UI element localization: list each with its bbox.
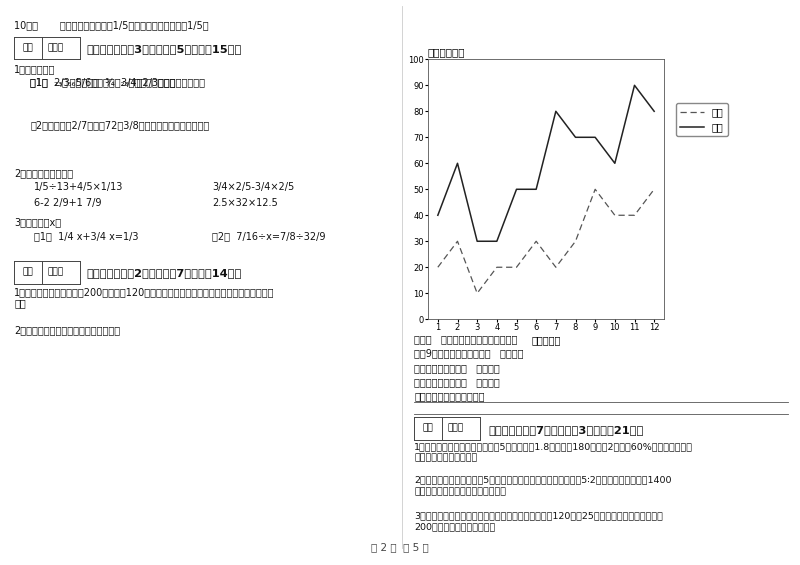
Text: ⑷．平均每月支出（   ）万元。: ⑷．平均每月支出（ ）万元。 — [414, 377, 500, 387]
Text: （1）  2/3与5/6的和除以  3/4与2/3的和，商是多少？: （1） 2/3与5/6的和除以 3/4与2/3的和，商是多少？ — [30, 77, 206, 87]
Text: 3．小太阳服装厂生产一批儿童服装，计划每小时生产120套，25小时完成，实际每小时生产: 3．小太阳服装厂生产一批儿童服装，计划每小时生产120套，25小时完成，实际每小… — [414, 511, 663, 520]
Text: （2）一个数的2/7等于是72的3/8，求这个数。（用方程解）: （2）一个数的2/7等于是72的3/8，求这个数。（用方程解） — [30, 120, 210, 130]
Text: 得分: 得分 — [22, 267, 33, 276]
Text: （2）  7/16÷x=7/8÷32/9: （2） 7/16÷x=7/8÷32/9 — [212, 232, 326, 242]
Text: 6-2 2/9+1 7/9: 6-2 2/9+1 7/9 — [34, 198, 101, 208]
Text: （1）  ₂₃与₅₆的和除以  ¾与₂₃的和，商是多少？: （1） ₂₃与₅₆的和除以 ¾与₂₃的和，商是多少？ — [30, 77, 176, 87]
Text: 六、应用题（共7小题，每题3分，共计21分）: 六、应用题（共7小题，每题3分，共计21分） — [488, 425, 643, 435]
Text: 1/5÷13+4/5×1/13: 1/5÷13+4/5×1/13 — [34, 182, 123, 192]
Text: 全额（万元）: 全额（万元） — [428, 47, 466, 57]
Text: ⑸．你还获得了哪些信息？: ⑸．你还获得了哪些信息？ — [414, 391, 485, 401]
Text: 2．一家汽车销售公司今年5月份销售小轿车和小货车数量的比是5∶2，这两种车共销售了1400: 2．一家汽车销售公司今年5月份销售小轿车和小货车数量的比是5∶2，这两种车共销售… — [414, 476, 672, 485]
Text: ⑶．全年实际收入（   ）万元。: ⑶．全年实际收入（ ）万元。 — [414, 363, 500, 373]
Text: 2．请根据下面的统计图回答下列问题。: 2．请根据下面的统计图回答下列问题。 — [14, 325, 121, 335]
Text: ⑵．9月份收入和支出相差（   ）万元。: ⑵．9月份收入和支出相差（ ）万元。 — [414, 349, 524, 359]
Text: 1．列式计算．: 1．列式计算． — [14, 64, 56, 75]
Text: 评卷人: 评卷人 — [447, 423, 463, 432]
Text: 四、计算题（共3小题，每题5分，共计15分）: 四、计算题（共3小题，每题5分，共计15分） — [86, 44, 242, 54]
Text: 得分: 得分 — [22, 43, 33, 52]
Text: 1．一个长方形运动场长为200米，宽为120米，请用的比例尺画出它的平面图和它的所有对称: 1．一个长方形运动场长为200米，宽为120米，请用的比例尺画出它的平面图和它的… — [14, 287, 275, 297]
Text: 3．求未知数x．: 3．求未知数x． — [14, 218, 62, 228]
Text: 五、综合题（共2小题，每题7分，共计14分）: 五、综合题（共2小题，每题7分，共计14分） — [86, 268, 242, 279]
Text: 2．能简算的要简算．: 2．能简算的要简算． — [14, 168, 74, 179]
X-axis label: 月份（月）: 月份（月） — [531, 335, 561, 345]
Text: （1）  1/4 x+3/4 x=1/3: （1） 1/4 x+3/4 x=1/3 — [34, 232, 138, 242]
Text: 3/4×2/5-3/4×2/5: 3/4×2/5-3/4×2/5 — [212, 182, 294, 192]
Text: 1．钢汽车从甲域到乙域，计划用5小时，实际1.8小时行了180千米，2全程的60%，照这样计算，: 1．钢汽车从甲域到乙域，计划用5小时，实际1.8小时行了180千米，2全程的60… — [414, 442, 694, 451]
Text: 评卷人: 评卷人 — [47, 267, 63, 276]
Text: 200套，实际多少小时完成？: 200套，实际多少小时完成？ — [414, 523, 496, 532]
Text: 得分: 得分 — [422, 423, 433, 432]
Text: 轴。: 轴。 — [14, 298, 26, 308]
Text: 可提前几小时到达乙域？: 可提前几小时到达乙域？ — [414, 453, 478, 462]
Text: 10．（       ）如果甲数比乙数多1/5，那么乙数就比甲数少1/5。: 10．（ ）如果甲数比乙数多1/5，那么乙数就比甲数少1/5。 — [14, 20, 209, 30]
Legend: 支出, 收入: 支出, 收入 — [676, 103, 727, 136]
Text: 第 2 页  共 5 页: 第 2 页 共 5 页 — [371, 542, 429, 553]
Text: 评卷人: 评卷人 — [47, 43, 63, 52]
Text: 2.5×32×12.5: 2.5×32×12.5 — [212, 198, 278, 208]
Text: ⑴．（   ）月份收入和支出相差最小。: ⑴．（ ）月份收入和支出相差最小。 — [414, 334, 518, 345]
Text: 辆，小轿车比小货车多卖了多少辆？: 辆，小轿车比小货车多卖了多少辆？ — [414, 487, 506, 496]
